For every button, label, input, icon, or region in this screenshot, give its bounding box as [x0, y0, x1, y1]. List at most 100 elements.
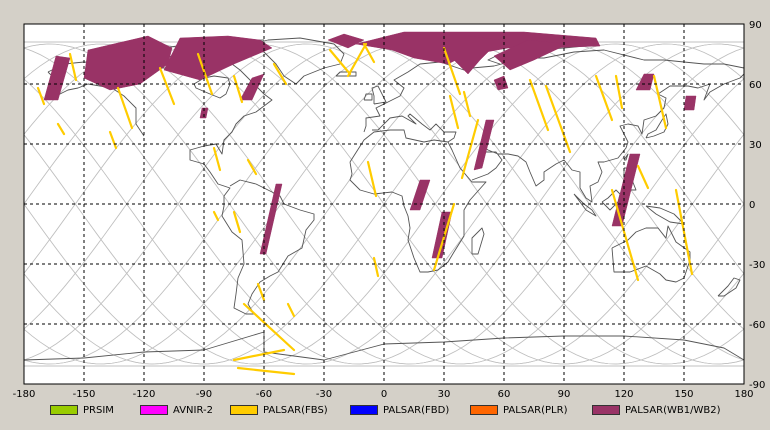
fbs-swath [232, 348, 286, 362]
graticule [24, 24, 744, 384]
narrow-swaths [36, 42, 694, 376]
fbs-swath [652, 74, 668, 130]
wb-swath [199, 107, 209, 119]
legend-swatch [50, 405, 78, 415]
y-tick-label: 30 [749, 140, 762, 151]
fbs-swath [346, 42, 368, 78]
y-tick-labels: 90 60 30 0 -30 -60 -90 [749, 20, 765, 391]
fbs-swath [36, 86, 46, 106]
coastline [471, 227, 485, 255]
fbs-swath [68, 52, 78, 82]
wb-swath [611, 153, 641, 227]
fbs-swath [116, 86, 134, 130]
coastline [623, 153, 629, 161]
fbs-swath [196, 52, 214, 96]
coastline [471, 73, 745, 203]
fbs-swath [366, 160, 378, 198]
coastline [371, 85, 387, 105]
fbs-swath [460, 118, 480, 180]
fbs-swath [246, 158, 258, 176]
legend-swatch [350, 405, 378, 415]
y-tick-label: -30 [749, 260, 765, 271]
wb-swath [239, 73, 265, 101]
y-tick-label: -60 [749, 320, 765, 331]
wb-swath [449, 35, 501, 75]
legend-item: PRSIM [50, 402, 114, 418]
x-tick-label: 90 [558, 389, 571, 400]
x-tick-label: -30 [316, 389, 332, 400]
coastline [349, 129, 487, 273]
fbs-swath [636, 164, 650, 190]
fbs-swath [442, 46, 462, 96]
x-tick-label: -150 [73, 389, 96, 400]
legend-swatch [592, 405, 620, 415]
legend-item: AVNIR-2 [140, 402, 213, 418]
fbs-swath [528, 78, 550, 132]
x-tick-label: -90 [196, 389, 212, 400]
wb-swath [493, 39, 569, 71]
legend-label: PALSAR(WB1/WB2) [625, 404, 721, 416]
coastline [47, 57, 315, 315]
legend-label: AVNIR-2 [173, 404, 213, 416]
legend-swatch [140, 405, 168, 415]
y-tick-label: -90 [749, 380, 765, 391]
coastline [193, 75, 231, 99]
y-tick-label: 90 [749, 20, 762, 31]
legend-item: PALSAR(FBS) [230, 402, 328, 418]
fbs-swath [272, 62, 288, 86]
x-tick-label: 30 [438, 389, 451, 400]
fbs-swath [286, 302, 296, 318]
x-tick-label: 60 [498, 389, 511, 400]
fbs-swath [362, 42, 376, 64]
y-tick-label: 0 [749, 200, 755, 211]
coastline [335, 71, 357, 77]
fbs-swath [108, 130, 118, 150]
coastline [363, 93, 373, 101]
wide-swaths [43, 31, 697, 259]
legend-swatch [470, 405, 498, 415]
fbs-swath [448, 94, 460, 130]
fbs-swath [614, 74, 624, 110]
fbs-swath [212, 146, 222, 172]
fbs-swath [328, 48, 352, 76]
coastline [645, 113, 669, 139]
wb-swath [683, 95, 697, 111]
legend-label: PRSIM [83, 404, 114, 416]
fbs-swath [56, 122, 66, 136]
fbs-swath [232, 74, 244, 104]
wb-swath [163, 35, 273, 81]
legend-label: PALSAR(PLR) [503, 404, 568, 416]
legend-item: PALSAR(WB1/WB2) [592, 402, 721, 418]
x-tick-label: 120 [614, 389, 633, 400]
fbs-swath [236, 366, 296, 376]
wb-swath [327, 33, 365, 49]
fbs-swath [158, 66, 176, 106]
coastline [372, 113, 457, 143]
x-tick-label: -120 [133, 389, 156, 400]
fbs-swath [212, 210, 220, 222]
legend-swatch [230, 405, 258, 415]
x-tick-labels: -180 -150 -120 -90 -60 -30 0 30 60 90 120 150 180 [13, 389, 754, 400]
legend-label: PALSAR(FBD) [383, 404, 450, 416]
legend-item: PALSAR(FBD) [350, 402, 449, 418]
fbs-swath [232, 210, 242, 234]
fbs-swath [372, 256, 380, 278]
fbs-swath [462, 90, 472, 118]
x-tick-label: -60 [256, 389, 272, 400]
legend-label: PALSAR(FBS) [263, 404, 328, 416]
x-tick-label: 0 [381, 389, 387, 400]
coastline [717, 277, 741, 297]
wb-swath [635, 73, 655, 91]
wb-swath [473, 119, 495, 171]
x-tick-label: -180 [13, 389, 36, 400]
fbs-swath [256, 282, 266, 302]
map-border [23, 23, 745, 385]
y-tick-label: 60 [749, 80, 762, 91]
coastline [611, 225, 691, 283]
fbs-swath [594, 74, 614, 122]
x-tick-label: 180 [734, 389, 753, 400]
wb-swath [83, 35, 173, 91]
coastline [363, 49, 745, 133]
fbs-swath [544, 84, 572, 154]
